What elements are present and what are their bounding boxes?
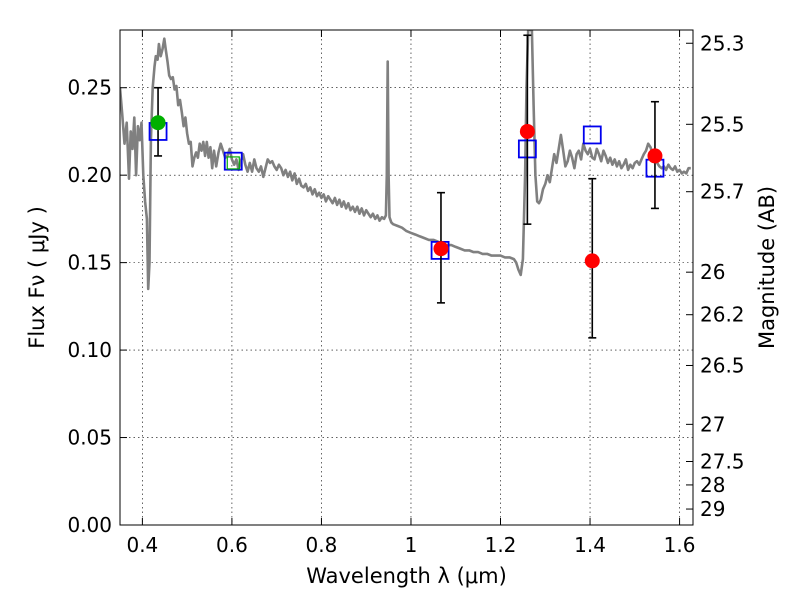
- plot-content: [120, 30, 691, 339]
- observed-flux-point: [584, 253, 600, 269]
- y-tick-label: 0.00: [67, 513, 112, 537]
- x-tick-label: 0.8: [306, 533, 338, 557]
- sed-model-curve: [120, 30, 691, 291]
- right-tick-label: 25.3: [700, 31, 745, 55]
- right-tick-label: 28: [700, 473, 725, 497]
- x-tick-label: 1.4: [574, 533, 606, 557]
- plot-frame: [119, 29, 694, 526]
- y-tick-label: 0.10: [67, 338, 112, 362]
- right-tick-label: 26.5: [700, 353, 745, 377]
- ticks: 0.4 0.6 0.8 1 1.2 1.4 1.6 0.00 0.05 0.10 0.15 0.20 0…: [67, 30, 745, 557]
- model-photometry-box: [223, 151, 243, 171]
- right-tick-label: 27: [700, 412, 725, 436]
- right-tick-label: 26: [700, 260, 725, 284]
- right-tick-label: 26.2: [700, 303, 745, 327]
- observed-flux-point: [150, 115, 166, 131]
- x-tick-label: 1.6: [664, 533, 696, 557]
- model-photometry-box: [582, 125, 602, 145]
- right-tick-label: 25.7: [700, 180, 745, 204]
- y-tick-label: 0.15: [67, 251, 112, 275]
- observed-flux-point: [519, 123, 535, 139]
- right-tick-label: 27.5: [700, 449, 745, 473]
- observed-flux-point: [433, 241, 449, 257]
- right-tick-label: 25.5: [700, 112, 745, 136]
- x-axis-label: Wavelength λ (μm): [306, 564, 507, 588]
- y-axis-label: Flux Fν ( μJy ): [25, 206, 49, 349]
- y-tick-label: 0.25: [67, 76, 112, 100]
- grid-lines: [120, 30, 693, 525]
- y-tick-label: 0.20: [67, 163, 112, 187]
- x-tick-label: 1: [405, 533, 418, 557]
- x-tick-label: 0.4: [126, 533, 158, 557]
- y-tick-label: 0.05: [67, 426, 112, 450]
- model-photometry-box: [226, 156, 240, 170]
- y-axis-right-label: Magnitude (AB): [755, 186, 779, 349]
- observed-flux-point: [647, 148, 663, 164]
- x-tick-label: 0.6: [216, 533, 248, 557]
- right-tick-label: 29: [700, 497, 725, 521]
- x-tick-label: 1.2: [485, 533, 517, 557]
